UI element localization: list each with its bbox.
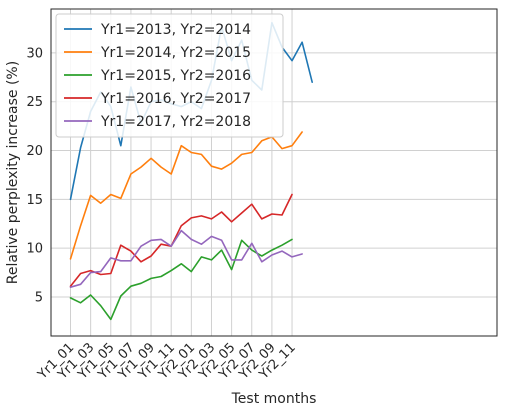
x-tick-labels: Yr1_01Yr1_03Yr1_05Yr1_07Yr1_09Yr1_11Yr2_…: [34, 340, 298, 383]
y-tick-label: 30: [26, 46, 43, 61]
legend-entry: Yr1=2013, Yr2=2014: [100, 22, 251, 38]
y-axis-label: Relative perplexity increase (%): [5, 61, 21, 284]
legend-entry: Yr1=2014, Yr2=2015: [100, 45, 251, 61]
series-line-2: [69, 131, 303, 260]
y-tick-label: 25: [26, 95, 43, 110]
y-tick-labels: 5 10 15 20 25 30: [26, 46, 43, 305]
y-tick-label: 5: [35, 290, 43, 305]
y-tick-label: 10: [26, 242, 43, 257]
series-line-3: [69, 238, 293, 321]
legend-entry: Yr1=2016, Yr2=2017: [100, 91, 251, 107]
x-axis-label: Test months: [231, 391, 317, 407]
y-tick-label: 20: [26, 144, 43, 159]
y-tick-label: 15: [26, 193, 43, 208]
series-line-4: [69, 193, 293, 288]
plot-area: [50, 8, 498, 337]
legend-box: [55, 13, 284, 138]
legend: Yr1=2013, Yr2=2014 Yr1=2014, Yr2=2015 Yr1=…: [55, 13, 284, 138]
legend-entry: Yr1=2017, Yr2=2018: [100, 114, 251, 130]
legend-entry: Yr1=2015, Yr2=2016: [100, 68, 251, 84]
series-line-5: [69, 229, 303, 289]
